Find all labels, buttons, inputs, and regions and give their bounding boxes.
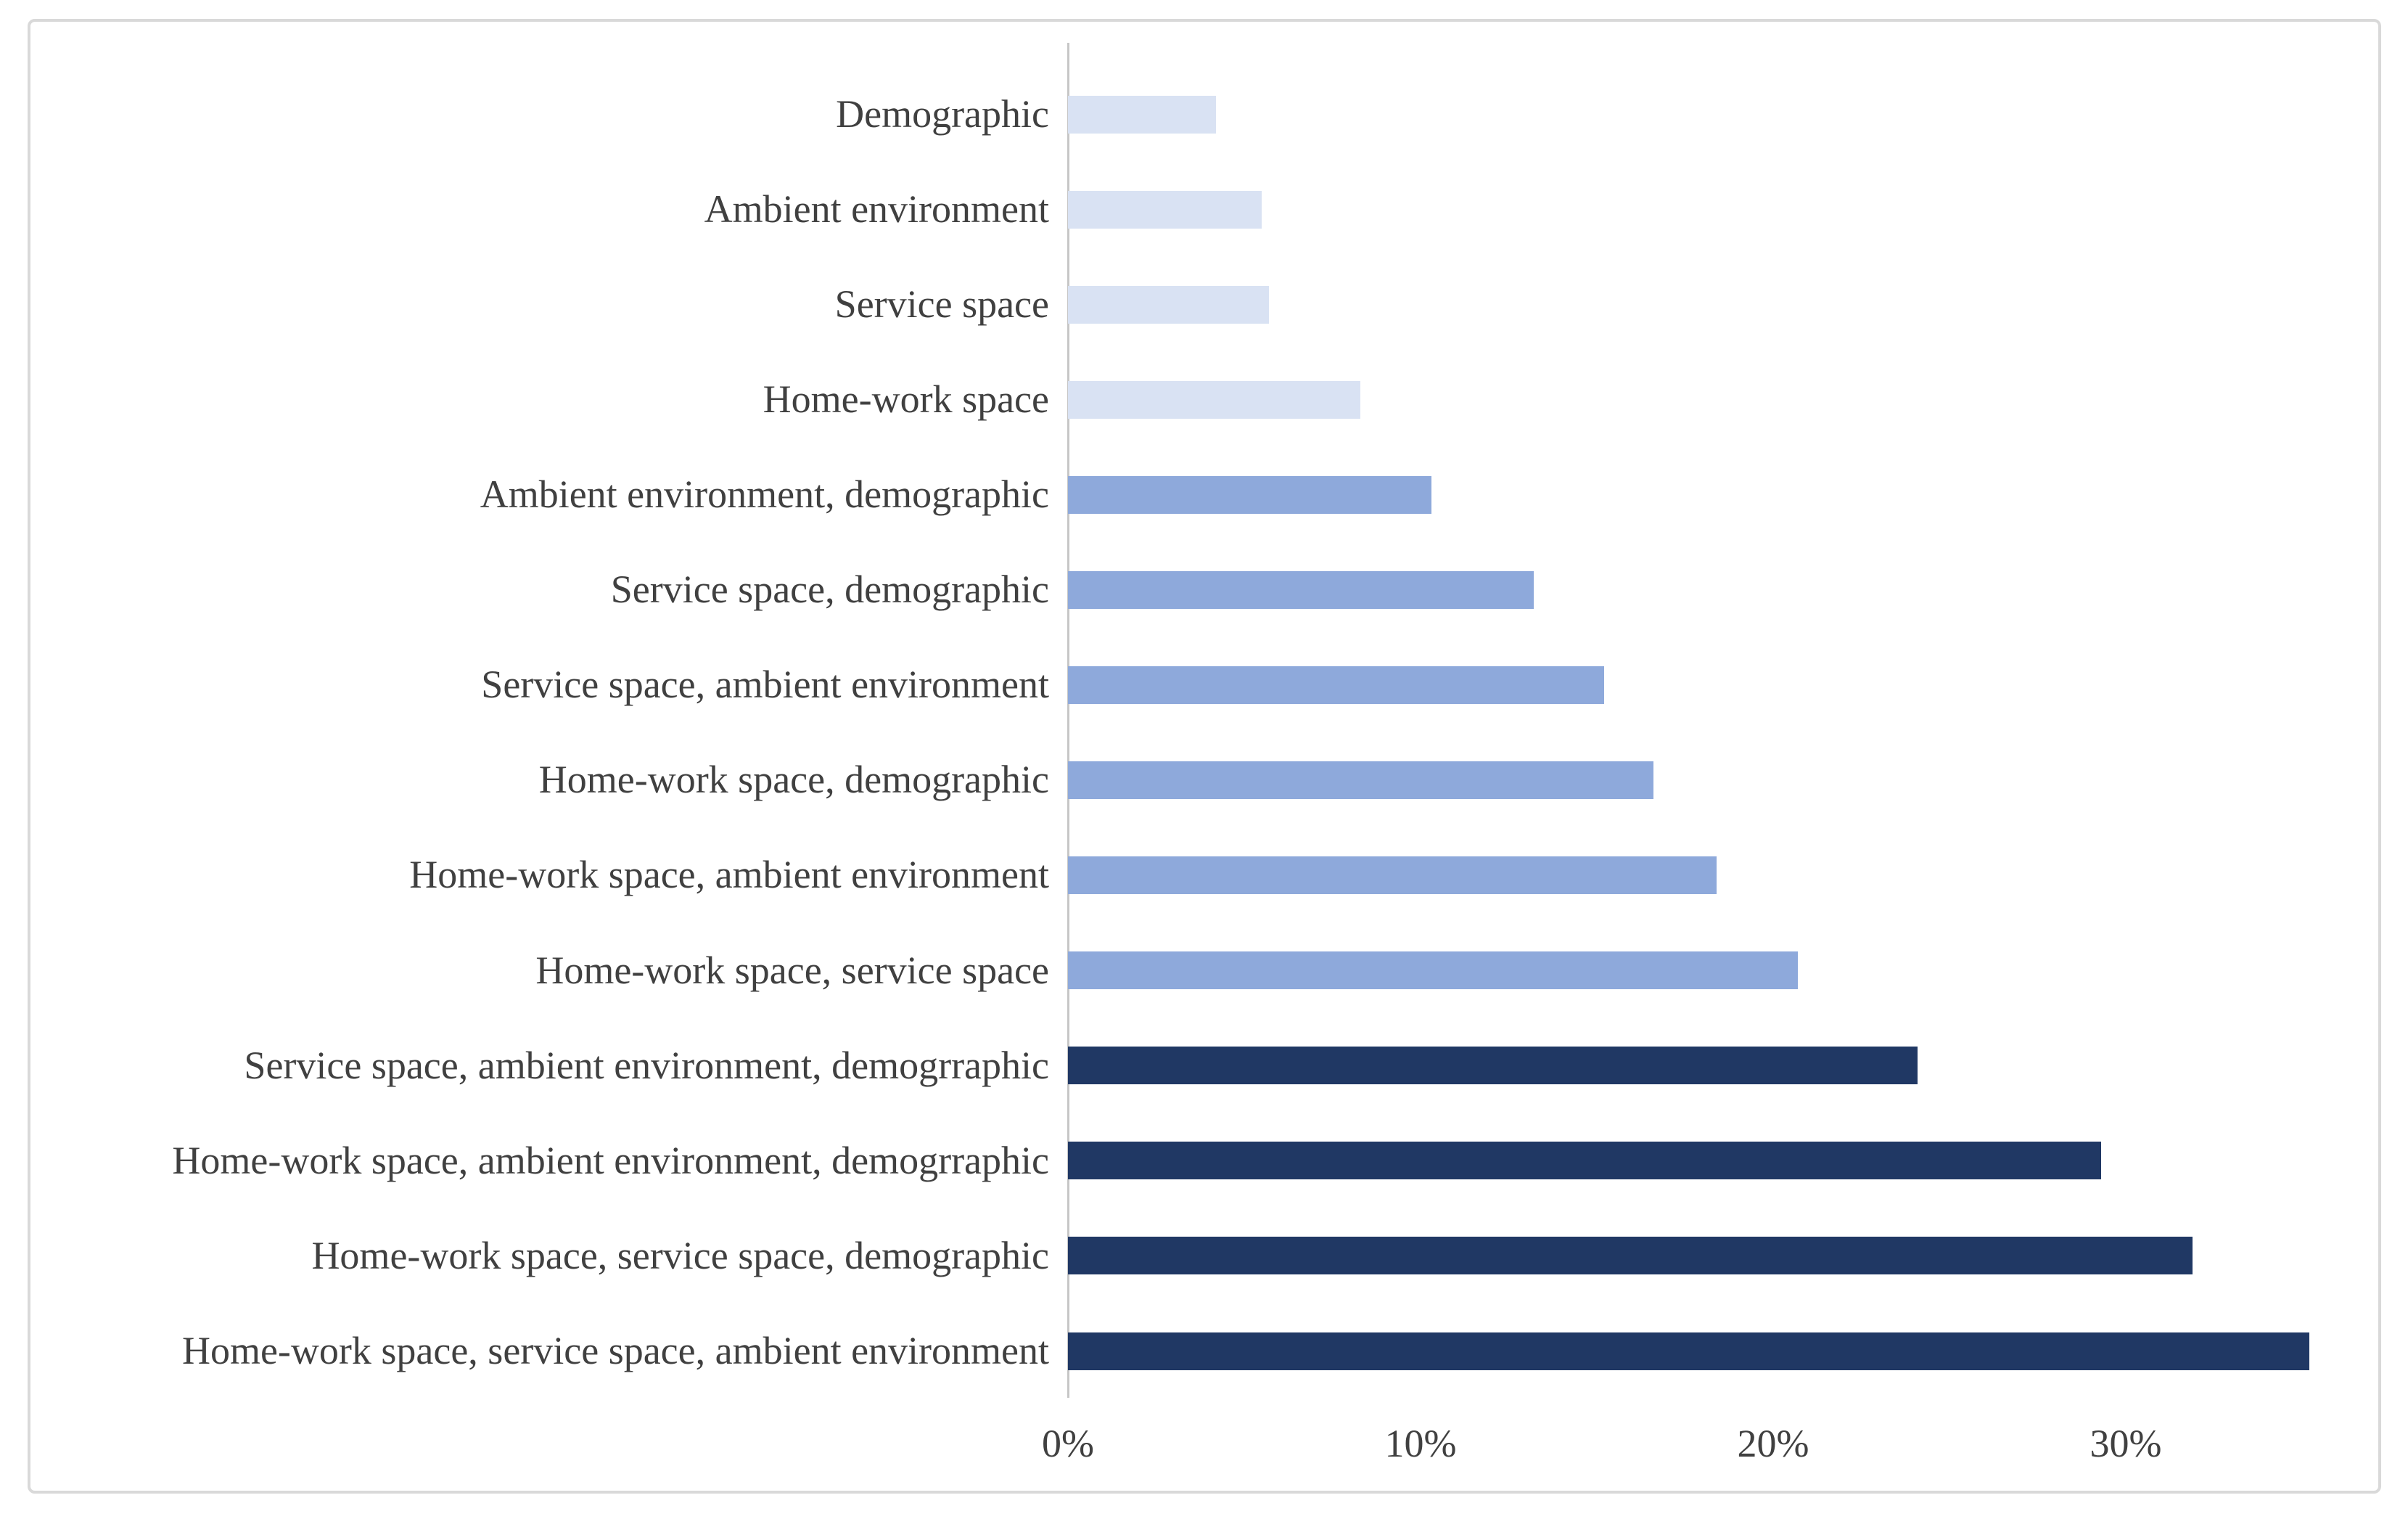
y-axis-line	[1067, 43, 1069, 1398]
bar-row: Service space	[30, 257, 2378, 352]
category-label: Service space	[834, 282, 1049, 326]
category-label: Home-work space, ambient environment, de…	[172, 1138, 1049, 1182]
category-label: Home-work space, service space, ambient …	[181, 1328, 1049, 1372]
bar-row: Ambient environment, demographic	[30, 447, 2378, 542]
category-label: Home-work space, service space, demograp…	[311, 1233, 1049, 1277]
bar-row: Service space, ambient environment, demo…	[30, 1018, 2378, 1113]
bar-row: Home-work space, ambient environment, de…	[30, 1113, 2378, 1208]
bar	[1068, 570, 1534, 609]
bar	[1068, 761, 1653, 800]
x-axis-tick-label: 30%	[2089, 1422, 2162, 1465]
bar	[1068, 1237, 2193, 1275]
bar-row: Home-work space, demographic	[30, 733, 2378, 828]
bar-row: Demographic	[30, 67, 2378, 162]
category-label: Ambient environment	[704, 187, 1049, 231]
bar-row: Service space, demographic	[30, 542, 2378, 637]
category-label: Home-work space, demographic	[538, 758, 1049, 802]
bar	[1068, 856, 1717, 895]
bar	[1068, 285, 1270, 324]
bar-row: Ambient environment	[30, 162, 2378, 257]
category-label: Ambient environment, demographic	[480, 472, 1049, 517]
bar	[1068, 666, 1604, 704]
x-axis-tick-label: 20%	[1737, 1422, 1809, 1465]
category-label: Home-work space, service space	[535, 948, 1049, 992]
x-axis-tick-label: 10%	[1384, 1422, 1457, 1465]
bar	[1068, 1142, 2101, 1180]
category-label: Service space, ambient environment, demo…	[244, 1043, 1049, 1087]
category-label: Service space, demographic	[610, 568, 1049, 612]
bar	[1068, 1047, 1918, 1085]
bar	[1068, 95, 1217, 134]
category-label: Home-work space	[763, 377, 1049, 422]
plot-area: Demographic Ambient environment Service …	[30, 67, 2378, 1399]
x-axis-tick-label: 0%	[1042, 1422, 1094, 1465]
category-label: Home-work space, ambient environment	[409, 853, 1049, 897]
bar-row: Home-work space, ambient environment	[30, 828, 2378, 923]
x-axis: 0% 10% 20% 30%	[30, 1421, 2378, 1479]
bar-row: Home-work space, service space	[30, 923, 2378, 1018]
bar	[1068, 190, 1262, 229]
bar-row: Home-work space	[30, 352, 2378, 447]
bar	[1068, 951, 1799, 990]
bar	[1068, 1332, 2309, 1370]
bar-row: Service space, ambient environment	[30, 637, 2378, 732]
category-label: Service space, ambient environment	[481, 663, 1049, 707]
bar	[1068, 380, 1361, 419]
bar	[1068, 475, 1431, 514]
bar-row: Home-work space, service space, ambient …	[30, 1303, 2378, 1399]
chart-frame: Demographic Ambient environment Service …	[28, 19, 2381, 1494]
category-label: Demographic	[836, 91, 1049, 136]
bar-row: Home-work space, service space, demograp…	[30, 1208, 2378, 1303]
